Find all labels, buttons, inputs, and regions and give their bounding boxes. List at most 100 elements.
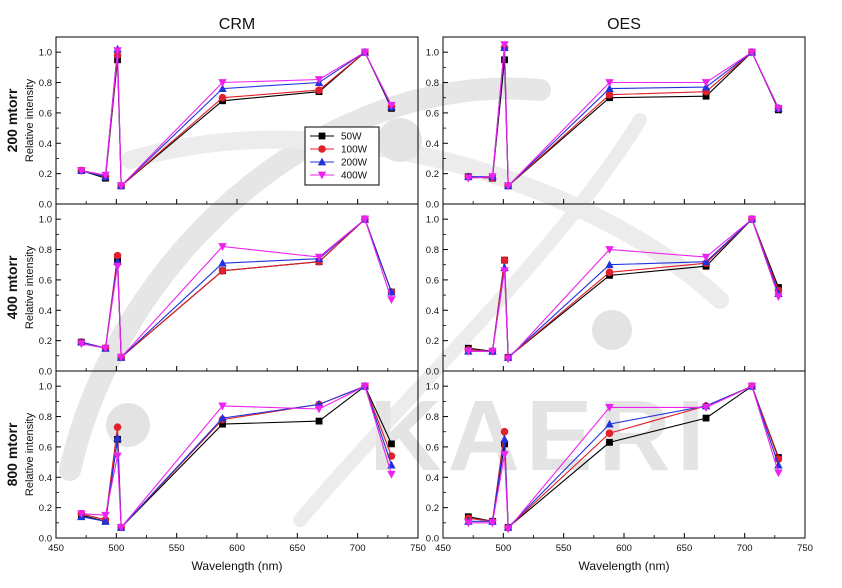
data-point [605,260,614,269]
row-label: 200 mtorr [4,88,20,152]
panel: 0.0 0.2 0.4 0.6 0.8 1.0 [39,36,419,211]
data-point [500,267,509,276]
legend-marker [318,132,326,140]
data-point [605,79,614,87]
data-point [747,48,757,57]
data-point [101,516,110,525]
data-point [774,104,783,113]
data-point [360,215,370,224]
y-tick-label: 0.2 [39,336,52,347]
data-point [101,511,110,520]
legend-label: 200W [341,158,368,169]
x-tick-label: 700 [350,543,366,554]
y-tick-label: 0.4 [39,306,52,317]
data-point [113,452,122,461]
data-point [116,353,126,362]
data-point [101,171,110,180]
data-point [218,84,227,93]
data-point [488,173,497,182]
data-point [605,268,614,277]
data-point [315,86,323,94]
data-point [503,182,513,191]
series-50w [464,48,782,190]
data-point [113,423,122,431]
legend-label: 100W [341,145,368,156]
data-point [464,174,473,183]
x-tick-label: 600 [616,543,632,554]
y-tick-label: 0.4 [426,306,439,317]
series-400w [77,47,396,191]
y-tick-label: 0.8 [426,245,439,256]
y-tick-label: 0.0 [39,534,52,545]
data-point [503,355,513,364]
data-point [218,413,227,422]
x-tick-label: 550 [169,543,185,554]
y-tick-label: 0.8 [39,412,52,423]
data-point [488,519,497,528]
data-point [219,420,226,428]
legend-item: 50W [310,132,362,143]
data-point [77,510,86,519]
y-tick-label: 0.0 [39,200,52,211]
y-tick-label: 0.0 [426,534,439,545]
x-tick-label: 650 [289,543,305,554]
y-tick-label: 0.4 [426,139,439,150]
y-tick-label: 1.0 [426,215,439,226]
legend-label: 400W [341,171,368,182]
data-point [116,523,126,532]
series-400w [464,215,783,364]
series-line [468,47,779,188]
y-tick-label: 0.0 [426,367,439,378]
y-tick-label: 0.8 [39,78,52,89]
data-point [701,79,711,87]
data-point [116,182,126,191]
y-tick-label: 0.2 [39,503,52,514]
y-tick-label: 0.6 [39,442,52,453]
y-tick-label: 0.2 [426,503,439,514]
legend-item: 100W [310,145,368,156]
data-point [605,90,614,99]
panel: 0.0 0.2 0.4 0.6 0.8 1.0 [39,203,419,378]
series-line [468,385,780,531]
data-point [314,405,324,414]
data-point [77,167,86,175]
x-axis-label: Wavelength (nm) [192,559,283,573]
x-tick-label: 650 [676,543,692,554]
legend-marker [317,157,327,166]
y-tick-label: 0.4 [39,139,52,150]
data-point [218,79,227,87]
data-point [218,93,227,102]
data-point [500,41,509,49]
y-tick-label: 0.2 [39,169,52,180]
data-point [605,419,614,428]
data-point [315,417,323,425]
series-400w [77,215,396,362]
data-point [605,404,614,412]
y-tick-label: 0.6 [426,442,439,453]
series-400w [464,41,783,191]
series-line [468,44,779,188]
series-line [81,50,392,188]
data-point [464,347,473,356]
y-tick-label: 1.0 [39,382,52,393]
data-point [605,246,614,254]
data-point [314,253,324,262]
y-tick-label: 0.6 [39,108,52,119]
x-tick-label: 750 [797,543,813,554]
y-axis-label: Relative intensity [24,245,36,329]
column-title: CRM [219,16,255,33]
y-tick-label: 0.6 [39,275,52,286]
data-point [113,251,122,260]
panel: 0.0 0.2 0.4 0.6 0.8 1.0 [426,36,806,211]
y-tick-label: 1.0 [39,48,52,59]
data-point [488,347,497,356]
panel: 0.0 0.2 0.4 0.6 0.8 1.0 450 500 550 600 650 700 750 [39,370,426,554]
data-point [503,525,513,534]
data-point [387,470,396,479]
legend-label: 50W [341,132,362,143]
x-tick-label: 450 [48,543,64,554]
data-point [500,256,509,264]
y-tick-label: 0.2 [426,169,439,180]
y-tick-label: 1.0 [426,382,439,393]
